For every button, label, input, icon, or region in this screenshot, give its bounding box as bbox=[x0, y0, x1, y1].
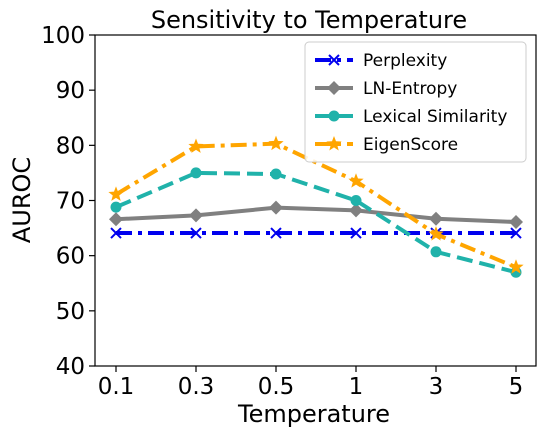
x-tick-label: 0.3 bbox=[178, 374, 215, 400]
series-line-lexical-similarity bbox=[115, 170, 517, 275]
legend-box bbox=[304, 41, 527, 163]
data-point-lexical-similarity bbox=[350, 195, 362, 206]
x-tick-label: 1 bbox=[349, 374, 364, 400]
legend-item-eigenscore: EigenScore bbox=[315, 135, 458, 155]
legend: Perplexity LN-Entropy Lexical Similarity Ei… bbox=[304, 41, 527, 163]
data-point-lexical-similarity bbox=[190, 167, 202, 179]
data-point-eigenscore bbox=[508, 259, 524, 274]
x-tick-label: 0.5 bbox=[258, 374, 295, 400]
data-point-ln-entropy bbox=[429, 211, 443, 226]
y-tick-label: 40 bbox=[56, 354, 85, 380]
y-tick-label: 60 bbox=[56, 244, 85, 270]
y-axis-ticks: 40 50 60 70 80 90 100 bbox=[41, 23, 95, 380]
legend-label: Perplexity bbox=[363, 51, 447, 71]
y-tick-label: 100 bbox=[41, 23, 85, 49]
data-point-perplexity bbox=[510, 227, 522, 239]
legend-marker bbox=[327, 81, 341, 95]
data-point-lexical-similarity bbox=[430, 246, 442, 258]
legend-item-perplexity: Perplexity bbox=[315, 51, 447, 71]
data-point-perplexity bbox=[270, 227, 282, 239]
x-axis-ticks: 0.1 0.3 0.5 1 3 5 bbox=[98, 366, 524, 400]
series-ln-entropy bbox=[109, 200, 523, 230]
legend-item-lexical-similarity: Lexical Similarity bbox=[315, 107, 507, 127]
data-point-ln-entropy bbox=[109, 212, 123, 227]
y-tick-label: 80 bbox=[56, 133, 85, 159]
x-tick-label: 3 bbox=[429, 374, 444, 400]
x-tick-label: 5 bbox=[509, 374, 524, 400]
y-tick-label: 50 bbox=[56, 299, 85, 325]
data-point-eigenscore bbox=[348, 173, 364, 188]
legend-marker bbox=[328, 110, 340, 122]
data-point-perplexity bbox=[350, 227, 362, 239]
data-point-ln-entropy bbox=[189, 208, 203, 223]
y-tick-label: 70 bbox=[56, 189, 85, 215]
y-tick-label: 90 bbox=[56, 78, 85, 104]
legend-marker bbox=[326, 136, 342, 151]
legend-label: LN-Entropy bbox=[363, 79, 457, 99]
data-point-perplexity bbox=[190, 227, 202, 239]
x-axis-label: Temperature bbox=[237, 400, 390, 428]
data-point-eigenscore bbox=[188, 138, 204, 153]
data-point-ln-entropy bbox=[269, 200, 283, 215]
data-point-eigenscore bbox=[268, 135, 284, 151]
legend-marker bbox=[328, 54, 340, 66]
series-line-ln-entropy bbox=[115, 205, 517, 225]
legend-label: Lexical Similarity bbox=[363, 107, 507, 127]
series-perplexity bbox=[110, 227, 522, 239]
data-point-eigenscore bbox=[428, 226, 444, 241]
legend-label: EigenScore bbox=[363, 135, 458, 155]
legend-item-ln-entropy: LN-Entropy bbox=[315, 79, 457, 99]
series-lexical-similarity bbox=[110, 167, 522, 278]
data-point-lexical-similarity bbox=[110, 201, 122, 213]
x-tick-label: 0.1 bbox=[98, 374, 135, 400]
data-point-ln-entropy bbox=[509, 215, 523, 230]
y-axis-label: AUROC bbox=[8, 157, 36, 243]
data-point-perplexity bbox=[110, 227, 122, 239]
data-point-ln-entropy bbox=[349, 203, 363, 218]
data-point-eigenscore bbox=[108, 186, 124, 201]
data-point-lexical-similarity bbox=[270, 168, 282, 180]
chart-title: Sensitivity to Temperature bbox=[151, 6, 467, 34]
